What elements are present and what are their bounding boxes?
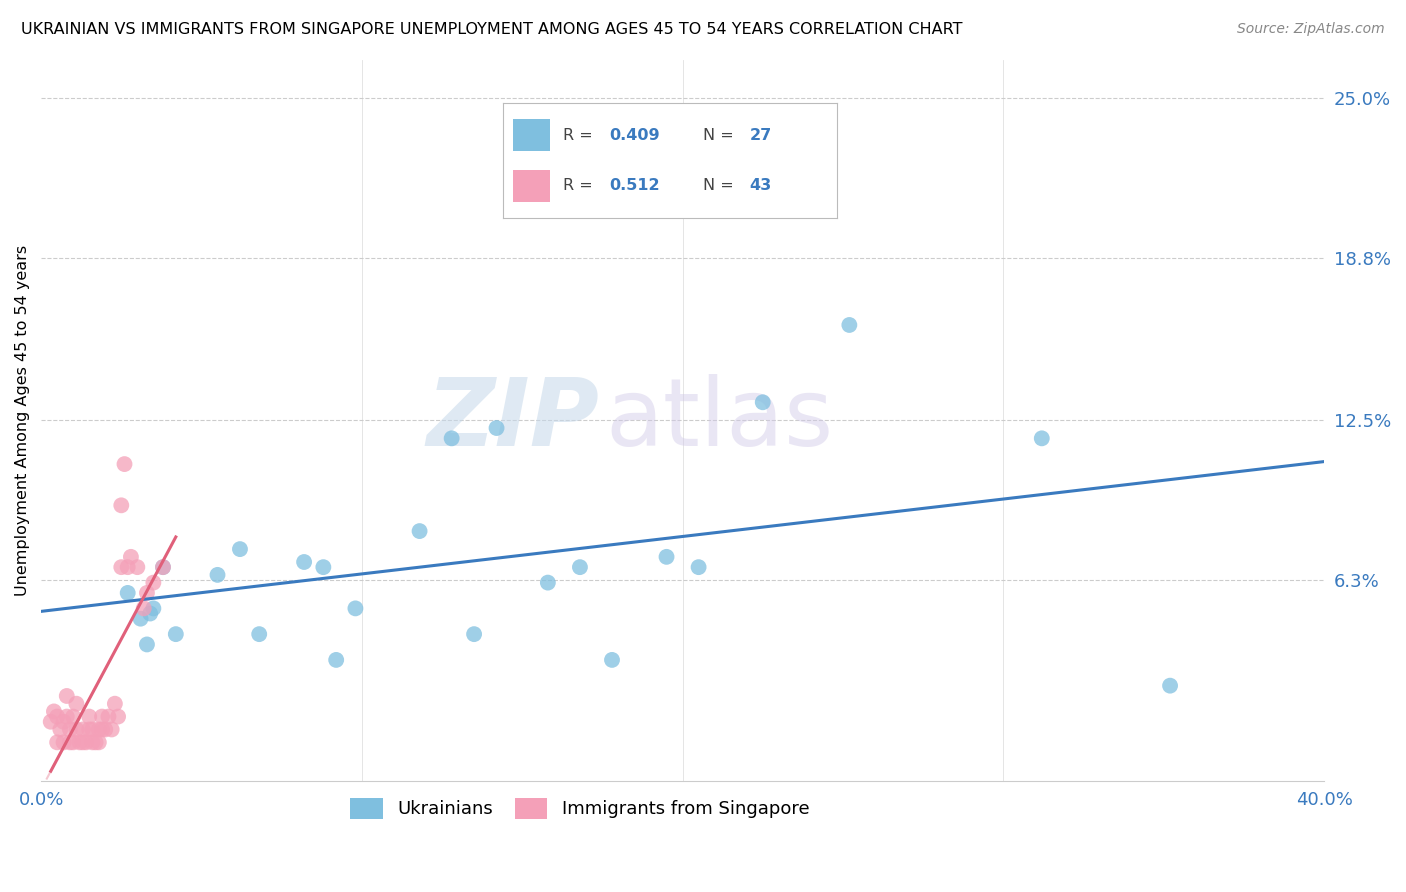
Point — [55, 689, 77, 703]
Point — [142, 601, 165, 615]
Point — [97, 709, 120, 723]
Point — [39, 714, 62, 729]
Point — [82, 735, 104, 749]
Point — [440, 431, 463, 445]
Point — [91, 709, 114, 723]
Point — [165, 627, 187, 641]
Point — [114, 457, 136, 471]
Point — [69, 735, 91, 749]
Point — [59, 723, 82, 737]
Point — [104, 697, 127, 711]
Point — [55, 709, 77, 723]
Text: atlas: atlas — [606, 375, 834, 467]
Point — [82, 723, 104, 737]
Point — [117, 586, 139, 600]
Point — [46, 709, 69, 723]
Point — [325, 653, 347, 667]
Point — [1159, 679, 1181, 693]
Point — [65, 697, 87, 711]
Y-axis label: Unemployment Among Ages 45 to 54 years: Unemployment Among Ages 45 to 54 years — [15, 244, 30, 596]
Point — [52, 735, 75, 749]
Point — [46, 735, 69, 749]
Point — [136, 637, 159, 651]
Text: ZIP: ZIP — [426, 375, 599, 467]
Point — [129, 612, 152, 626]
Point — [132, 601, 155, 615]
Point — [75, 735, 97, 749]
Point — [65, 723, 87, 737]
Point — [117, 560, 139, 574]
Point — [62, 735, 84, 749]
Point — [62, 709, 84, 723]
Text: UKRAINIAN VS IMMIGRANTS FROM SINGAPORE UNEMPLOYMENT AMONG AGES 45 TO 54 YEARS CO: UKRAINIAN VS IMMIGRANTS FROM SINGAPORE U… — [21, 22, 963, 37]
Point — [537, 575, 560, 590]
Text: Source: ZipAtlas.com: Source: ZipAtlas.com — [1237, 22, 1385, 37]
Point — [229, 542, 252, 557]
Point — [838, 318, 860, 332]
Point — [120, 549, 142, 564]
Point — [136, 586, 159, 600]
Point — [688, 560, 710, 574]
Point — [87, 723, 110, 737]
Point — [751, 395, 773, 409]
Point — [110, 560, 132, 574]
Point — [84, 735, 107, 749]
Point — [408, 524, 430, 538]
Point — [100, 723, 122, 737]
Point — [72, 735, 94, 749]
Point — [485, 421, 508, 435]
Point — [87, 735, 110, 749]
Point — [655, 549, 678, 564]
Point — [94, 723, 117, 737]
Point — [463, 627, 485, 641]
Point — [52, 714, 75, 729]
Point — [77, 723, 100, 737]
Point — [59, 735, 82, 749]
Point — [1031, 431, 1053, 445]
Point — [292, 555, 315, 569]
Point — [127, 560, 149, 574]
Legend: Ukrainians, Immigrants from Singapore: Ukrainians, Immigrants from Singapore — [343, 791, 817, 826]
Point — [312, 560, 335, 574]
Point — [49, 723, 72, 737]
Point — [207, 567, 229, 582]
Point — [110, 499, 132, 513]
Point — [600, 653, 623, 667]
Point — [107, 709, 129, 723]
Point — [152, 560, 174, 574]
Point — [42, 705, 65, 719]
Point — [568, 560, 591, 574]
Point — [139, 607, 162, 621]
Point — [152, 560, 174, 574]
Point — [344, 601, 367, 615]
Point — [77, 709, 100, 723]
Point — [72, 723, 94, 737]
Point — [247, 627, 270, 641]
Point — [91, 723, 114, 737]
Point — [142, 575, 165, 590]
